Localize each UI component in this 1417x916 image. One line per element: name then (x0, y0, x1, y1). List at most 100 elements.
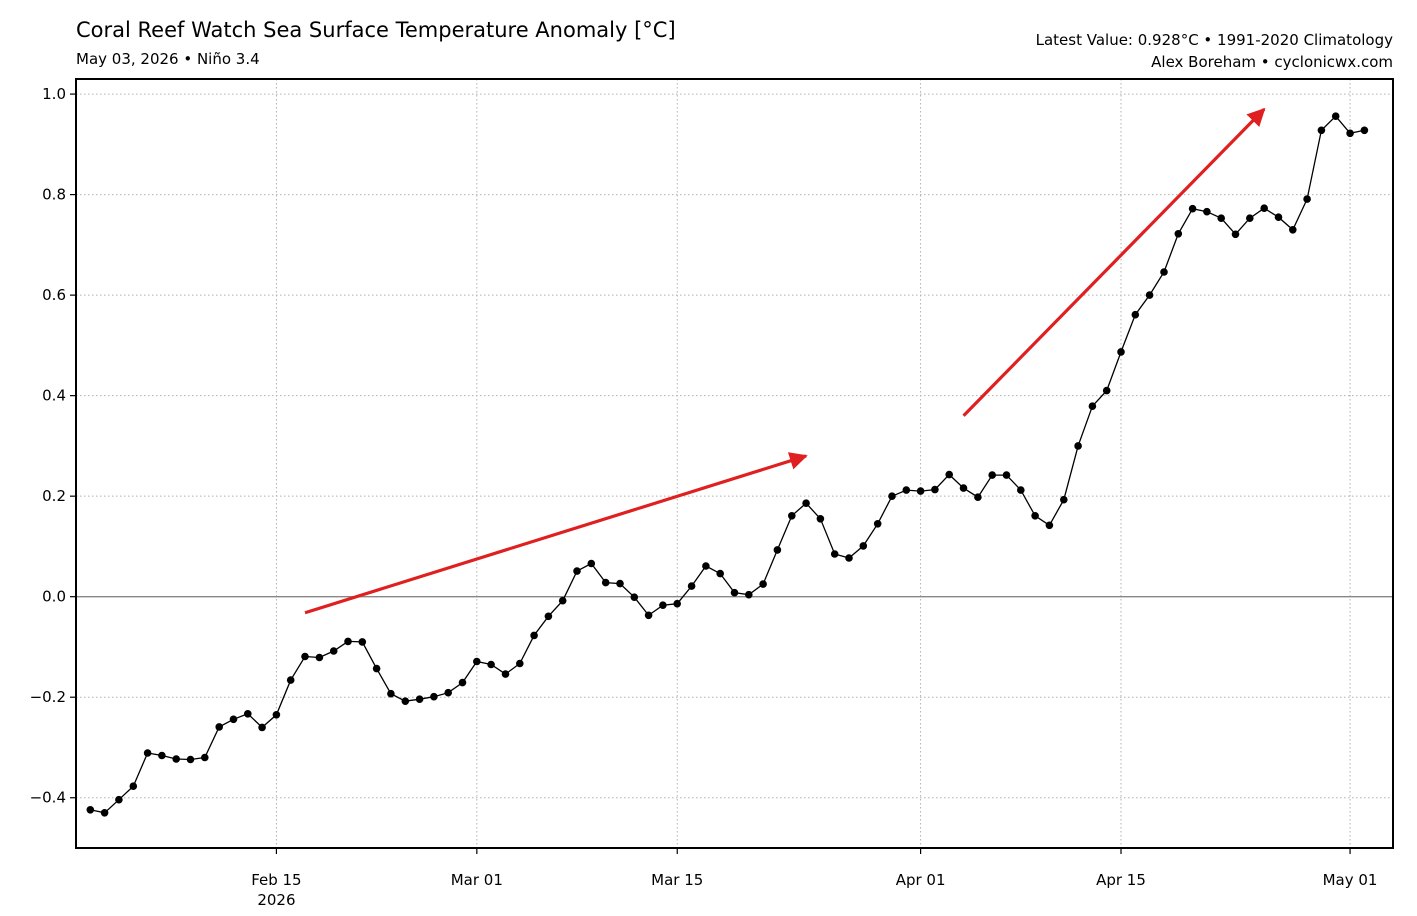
y-tick-label: −0.4 (30, 789, 66, 807)
y-tick-label: 0.8 (42, 186, 66, 204)
data-point (372, 664, 381, 673)
data-point (659, 601, 667, 609)
data-point (587, 559, 596, 568)
data-point (344, 637, 352, 646)
data-point (244, 710, 252, 718)
x-tick-label: Apr 01 (896, 871, 946, 889)
data-point (1231, 230, 1240, 239)
y-tick-label: 0.4 (42, 387, 66, 405)
data-point (702, 562, 710, 570)
data-point (1346, 129, 1354, 138)
data-point (301, 652, 309, 661)
data-point (387, 689, 395, 698)
data-point (601, 578, 610, 587)
data-point (1174, 230, 1183, 238)
data-point (616, 579, 624, 588)
data-point (430, 692, 438, 701)
data-point (473, 657, 481, 666)
data-point (1045, 521, 1054, 530)
data-point (859, 542, 868, 550)
data-point (945, 470, 953, 479)
data-point (487, 660, 495, 669)
data-point (788, 512, 796, 520)
data-point (186, 755, 195, 764)
data-point (802, 499, 810, 508)
data-point (1217, 214, 1225, 222)
data-point (558, 596, 567, 605)
chart-title: Coral Reef Watch Sea Surface Temperature… (76, 18, 676, 42)
y-tick-label: 0.0 (42, 588, 66, 606)
data-point (888, 492, 896, 501)
data-point (873, 520, 882, 528)
data-point (573, 567, 581, 575)
data-point (215, 723, 223, 731)
data-point (1117, 348, 1125, 356)
data-point (830, 550, 839, 558)
data-point (401, 697, 410, 705)
data-point (1289, 226, 1297, 234)
data-point (544, 612, 553, 621)
data-point (959, 484, 968, 492)
data-point (1102, 386, 1111, 395)
y-tick-label: 1.0 (42, 85, 66, 103)
data-point (673, 599, 681, 608)
data-point (530, 631, 538, 640)
data-point (329, 647, 338, 655)
data-point (1246, 214, 1254, 222)
chart-subtitle: May 03, 2026 • Niño 3.4 (76, 50, 260, 68)
y-tick-label: 0.6 (42, 286, 66, 304)
data-point (100, 809, 109, 817)
credit-text: Alex Boreham • cyclonicwx.com (1151, 53, 1393, 71)
data-point (1160, 268, 1168, 276)
data-point (759, 580, 767, 588)
data-point (745, 590, 753, 599)
data-point (501, 670, 510, 678)
chart-info: Latest Value: 0.928°C • 1991-2020 Climat… (1036, 29, 1393, 73)
plot-frame (75, 78, 1394, 849)
x-tick-label: May 01 (1323, 871, 1378, 889)
data-point (143, 749, 152, 757)
data-point (1031, 512, 1039, 520)
y-tick-label: 0.2 (42, 487, 66, 505)
trend-arrow (962, 107, 1266, 417)
data-point (1060, 495, 1068, 504)
data-point (845, 554, 853, 562)
y-tick-label: −0.2 (30, 688, 66, 706)
trend-arrow (304, 452, 808, 615)
data-point (129, 782, 138, 790)
x-tick-label: Apr 15 (1096, 871, 1146, 889)
data-point (1017, 486, 1025, 494)
data-point (1088, 402, 1097, 411)
data-point (1317, 126, 1326, 135)
data-point (1260, 204, 1268, 212)
data-point (516, 659, 524, 668)
data-point (286, 676, 295, 684)
data-point (716, 569, 724, 578)
data-point (687, 582, 696, 590)
x-tick-label: Feb 15 (251, 871, 301, 889)
data-point (258, 723, 266, 732)
data-point (916, 487, 925, 495)
data-point (172, 755, 180, 763)
x-tick-label: Mar 15 (651, 871, 703, 889)
x-tick-sublabel: 2026 (257, 891, 295, 909)
data-point (816, 515, 825, 523)
data-point (315, 653, 324, 662)
data-point (773, 546, 782, 554)
data-point (1188, 204, 1197, 213)
data-point (415, 695, 424, 703)
data-point (115, 795, 123, 804)
data-point (229, 715, 238, 724)
data-point (1360, 126, 1369, 135)
data-point (458, 678, 467, 687)
data-point (444, 688, 453, 697)
series-line (90, 115, 1365, 814)
data-point (1002, 471, 1011, 479)
data-point (644, 611, 653, 620)
data-point (86, 806, 95, 814)
data-point (158, 751, 166, 760)
data-point (974, 493, 982, 502)
data-point (1331, 112, 1340, 120)
data-point (1274, 213, 1283, 221)
